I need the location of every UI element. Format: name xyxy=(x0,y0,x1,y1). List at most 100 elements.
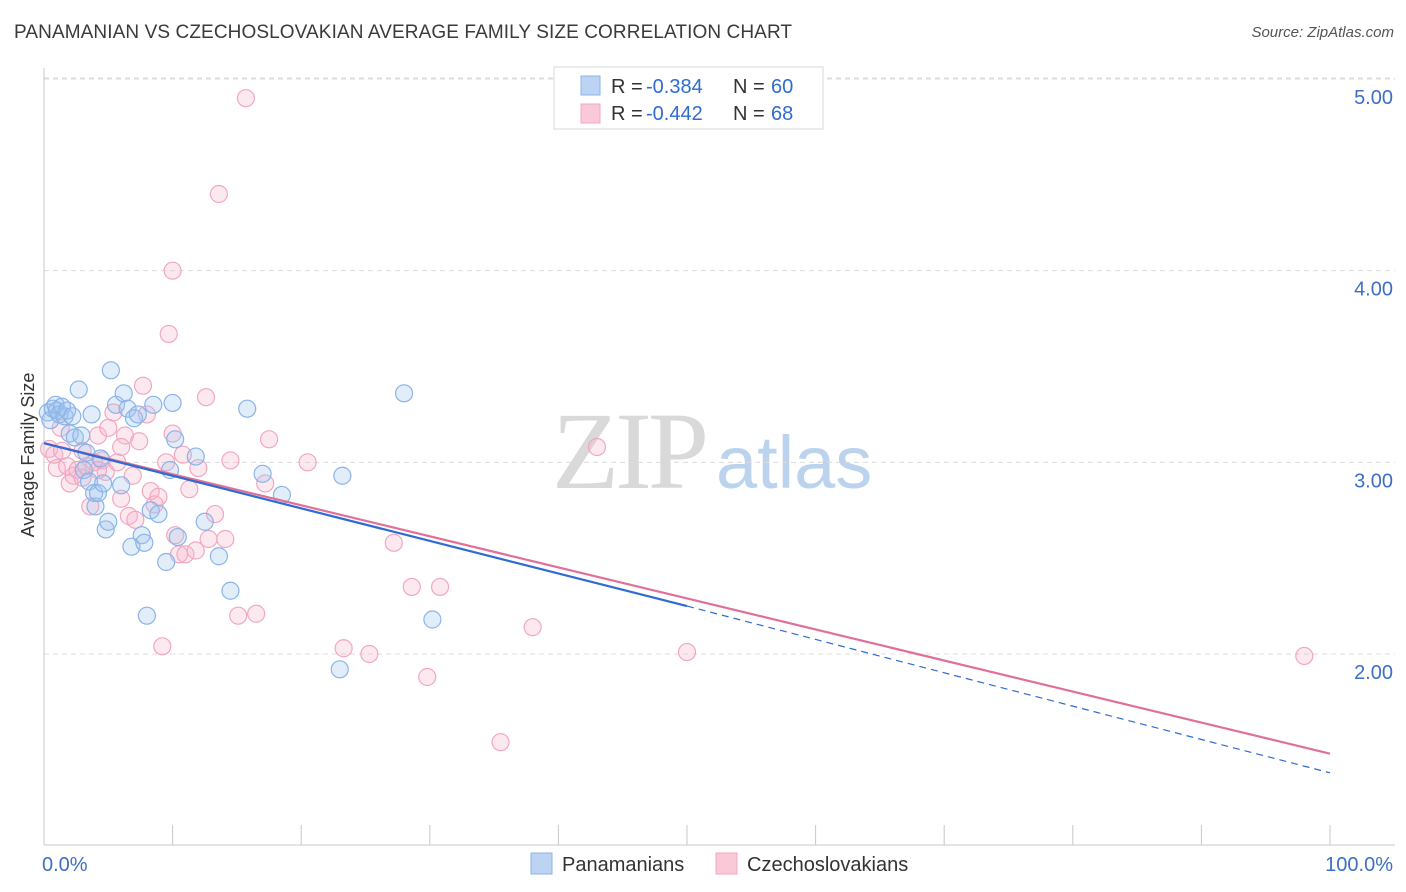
point-panamanian xyxy=(86,497,105,516)
point-czechoslovakian xyxy=(153,637,172,656)
point-czechoslovakian xyxy=(51,418,70,437)
point-czechoslovakian xyxy=(259,430,279,449)
point-czechoslovakian xyxy=(236,89,256,108)
point-panamanian xyxy=(137,606,156,625)
point-czechoslovakian xyxy=(176,545,195,564)
y-axis-label: Average Family Size xyxy=(18,373,38,538)
x-tick-labels: 0.0% 100.0% xyxy=(42,854,1393,876)
point-panamanian xyxy=(114,384,133,403)
point-czechoslovakian xyxy=(52,441,72,460)
chart-title: PANAMANIAN VS CZECHOSLOVAKIAN AVERAGE FA… xyxy=(14,22,793,43)
data-points xyxy=(38,89,1314,752)
point-panamanian xyxy=(58,401,77,420)
point-czechoslovakian xyxy=(1295,646,1314,666)
y-tick-label: 5.00 xyxy=(1354,87,1393,109)
point-panamanian xyxy=(144,395,163,414)
bottom-legend-label-panamanians: Panamanians xyxy=(562,854,684,876)
legend-r-label-1: R = xyxy=(611,76,643,98)
point-panamanian xyxy=(112,476,131,495)
point-czechoslovakian xyxy=(216,529,235,549)
point-panamanian xyxy=(238,399,257,418)
legend-r-value-2: -0.442 xyxy=(646,103,703,125)
point-czechoslovakian xyxy=(180,480,199,499)
point-czechoslovakian xyxy=(196,388,216,407)
point-czechoslovakian xyxy=(163,261,182,280)
point-panamanian xyxy=(221,581,240,600)
point-panamanian xyxy=(94,474,113,493)
point-panamanian xyxy=(65,428,84,447)
x-tick-label-max: 100.0% xyxy=(1325,854,1393,876)
point-panamanian xyxy=(333,466,352,485)
bottom-legend-swatch-czechoslovakians xyxy=(715,852,738,875)
point-czechoslovakian xyxy=(430,577,450,597)
point-czechoslovakian xyxy=(229,606,248,625)
point-czechoslovakian xyxy=(402,577,421,597)
trend-lines xyxy=(43,442,1331,774)
correlation-legend: R = -0.384 N = 60 R = -0.442 N = 68 xyxy=(553,66,824,130)
series-legend: Panamanians Czechoslovakians xyxy=(530,852,908,876)
point-czechoslovakian xyxy=(587,437,607,457)
source-label: Source: ZipAtlas.com xyxy=(1251,24,1394,41)
y-tick-label: 4.00 xyxy=(1354,279,1393,301)
point-czechoslovakian xyxy=(189,458,208,478)
point-czechoslovakian xyxy=(334,639,353,658)
legend-n-label-2: N = xyxy=(733,103,765,125)
x-tick-label-min: 0.0% xyxy=(42,854,88,876)
point-panamanian xyxy=(253,464,272,483)
point-panamanian xyxy=(82,405,101,424)
point-czechoslovakian xyxy=(360,644,379,664)
point-panamanian xyxy=(394,384,414,403)
bottom-legend-swatch-panamanians xyxy=(530,852,553,875)
point-panamanian xyxy=(168,527,187,547)
point-panamanian xyxy=(72,426,91,445)
trend-line-czechoslovakians xyxy=(43,442,1331,755)
point-panamanian xyxy=(163,393,182,413)
watermark-zip: ZIP xyxy=(552,390,705,512)
point-panamanian xyxy=(99,512,118,531)
point-czechoslovakian xyxy=(126,510,145,529)
point-czechoslovakian xyxy=(677,642,697,662)
y-tick-labels: 2.00 3.00 4.00 5.00 xyxy=(1354,87,1393,684)
gridlines xyxy=(44,77,1395,655)
point-czechoslovakian xyxy=(247,604,266,623)
point-panamanian xyxy=(330,660,349,679)
point-panamanian xyxy=(74,460,93,480)
point-czechoslovakian xyxy=(209,184,228,204)
axes xyxy=(43,68,1395,846)
point-czechoslovakian xyxy=(81,497,100,516)
point-czechoslovakian xyxy=(491,733,510,752)
legend-n-value-2: 68 xyxy=(771,103,793,125)
point-czechoslovakian xyxy=(99,418,118,437)
point-czechoslovakian xyxy=(199,529,218,549)
point-czechoslovakian xyxy=(133,376,153,395)
point-panamanian xyxy=(195,512,214,531)
point-czechoslovakian xyxy=(112,437,131,457)
point-czechoslovakian xyxy=(166,526,185,545)
legend-r-value-1: -0.384 xyxy=(646,76,703,98)
point-czechoslovakian xyxy=(159,324,178,344)
legend-n-value-1: 60 xyxy=(771,76,793,98)
legend-swatch-czechoslovakians xyxy=(580,103,601,124)
legend-r-label-2: R = xyxy=(611,103,643,125)
legend-swatch-panamanians xyxy=(580,75,601,96)
point-czechoslovakian xyxy=(205,504,225,524)
point-panamanian xyxy=(128,405,147,424)
trend-line-panamanians-extension xyxy=(686,605,1331,774)
trend-line-panamanians xyxy=(43,442,688,608)
point-czechoslovakian xyxy=(418,667,437,687)
y-tick-label: 3.00 xyxy=(1354,470,1393,492)
point-czechoslovakian xyxy=(130,432,149,451)
point-panamanian xyxy=(149,504,168,524)
point-panamanian xyxy=(166,430,185,449)
point-panamanian xyxy=(69,380,88,399)
point-czechoslovakian xyxy=(112,489,131,508)
point-panamanian xyxy=(101,361,120,380)
point-panamanian xyxy=(135,533,154,552)
point-czechoslovakian xyxy=(186,541,205,560)
point-panamanian xyxy=(63,407,82,426)
point-panamanian xyxy=(423,610,442,629)
point-czechoslovakian xyxy=(221,451,240,470)
point-panamanian xyxy=(186,447,205,466)
y-tick-label: 2.00 xyxy=(1354,662,1393,684)
